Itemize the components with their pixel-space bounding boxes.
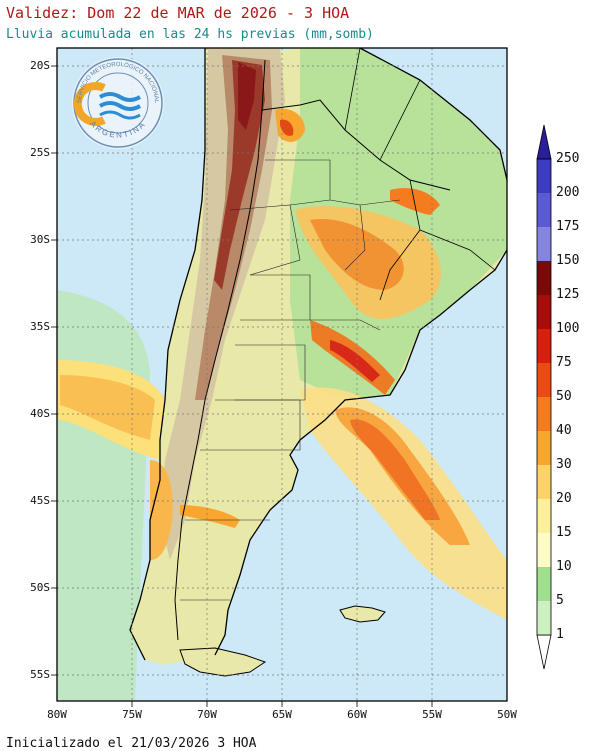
colorbar-label: 40 [556,423,572,438]
colorbar-label: 30 [556,457,572,472]
colorbar-swatch [537,227,551,261]
colorbar-under-arrow [536,634,552,670]
malvinas-islands [339,605,386,623]
colorbar-label: 200 [556,185,580,200]
colorbar-label: 100 [556,321,580,336]
lat-tick-55s: 55S [30,668,50,681]
smn-logo: SERVICIO METEOROLÓGICO NACIONAL ARGENTIN… [72,57,164,149]
lat-tick-35s: 35S [30,320,50,333]
lon-tick-80w: 80W [47,708,67,721]
colorbar-label: 75 [556,355,572,370]
colorbar-label: 150 [556,253,580,268]
lat-tick-40s: 40S [30,407,50,420]
map-graticule [57,48,507,701]
colorbar-label: 10 [556,559,572,574]
lon-tick-70w: 70W [197,708,217,721]
colorbar-swatch [537,431,551,465]
colorbar-label: 1 [556,627,564,642]
colorbar-swatch [537,397,551,431]
colorbar-swatch [537,295,551,329]
colorbar-swatch [537,601,551,635]
colorbar-label: 5 [556,593,564,608]
validity-title: Validez: Dom 22 de MAR de 2026 - 3 HOA [6,4,350,22]
colorbar-label: 15 [556,525,572,540]
lat-tick-25s: 25S [30,146,50,159]
lat-tick-20s: 20S [30,59,50,72]
precipitation-colorbar [536,124,552,670]
lat-tick-45s: 45S [30,494,50,507]
colorbar-over-arrow [536,124,552,160]
colorbar-swatch [537,567,551,601]
colorbar-swatch [537,499,551,533]
init-footer: Inicializado el 21/03/2026 3 HOA [6,736,257,751]
colorbar-swatch [537,193,551,227]
colorbar-swatch [537,159,551,193]
colorbar-label: 50 [556,389,572,404]
lon-tick-65w: 65W [272,708,292,721]
colorbar-swatch [537,533,551,567]
product-subtitle: Lluvia acumulada en las 24 hs previas (m… [6,27,374,42]
lon-tick-60w: 60W [347,708,367,721]
colorbar-label: 125 [556,287,580,302]
colorbar-label: 175 [556,219,580,234]
lat-tick-50s: 50S [30,581,50,594]
colorbar-label: 250 [556,151,580,166]
colorbar-swatch [537,261,551,295]
colorbar-label: 20 [556,491,572,506]
lon-tick-50w: 50W [497,708,517,721]
map-content [57,48,507,700]
lat-tick-30s: 30S [30,233,50,246]
colorbar-swatch [537,329,551,363]
colorbar-swatch [537,465,551,499]
colorbar-swatch [537,363,551,397]
lon-tick-55w: 55W [422,708,442,721]
lon-tick-75w: 75W [122,708,142,721]
